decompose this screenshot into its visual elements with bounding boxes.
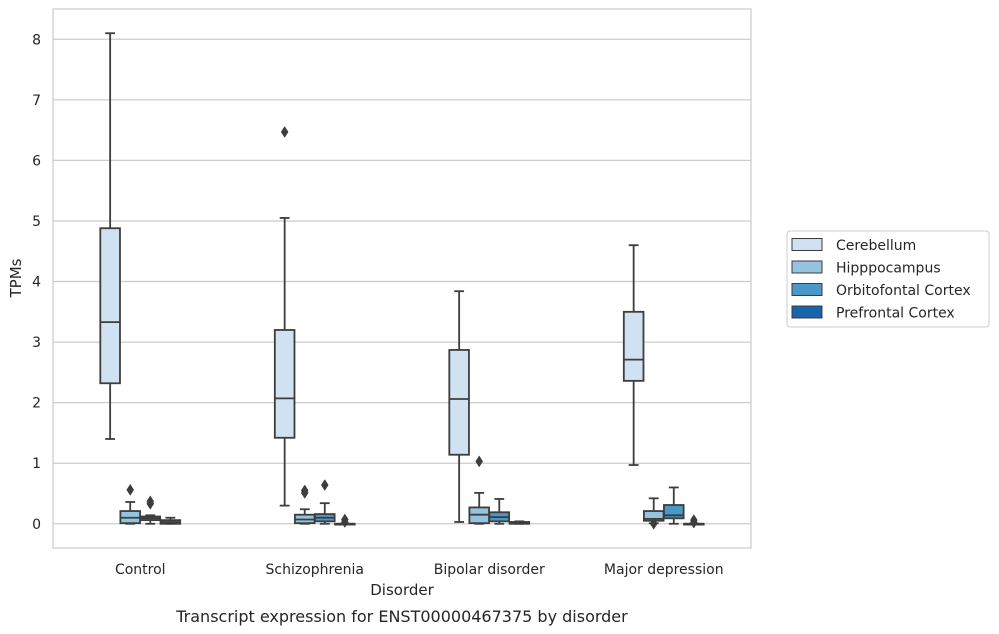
legend-label: Hipppocampus — [836, 261, 941, 277]
box-series — [99, 32, 705, 530]
outlier-point — [126, 483, 135, 496]
x-tick-label: Schizophrenia — [266, 562, 364, 578]
y-tick-label: 3 — [32, 335, 41, 351]
outlier-point — [300, 484, 309, 497]
outlier-point — [690, 514, 698, 527]
outlier-point — [320, 479, 329, 491]
x-tick-label: Bipolar disorder — [434, 562, 545, 578]
box-hipppocampus-2 — [468, 455, 490, 525]
y-tick-label: 8 — [32, 32, 41, 48]
y-tick-label: 7 — [32, 93, 41, 109]
x-axis-label: Disorder — [370, 581, 434, 599]
y-tick-label: 5 — [32, 214, 41, 230]
box-iqr — [622, 310, 645, 382]
box-cerebellum-3 — [622, 244, 645, 466]
legend-swatch — [791, 283, 823, 296]
x-tick-label: Major depression — [604, 562, 724, 578]
legend: Cerebellum Hipppocampus Orbitofontal Corte… — [786, 230, 990, 328]
outlier-point — [146, 495, 155, 508]
legend-swatch — [791, 305, 823, 319]
outlier-point — [280, 125, 289, 138]
box-cerebellum-2 — [448, 290, 470, 523]
legend-label: Orbitofontal Cortex — [836, 283, 971, 299]
y-tick-label: 2 — [32, 396, 41, 412]
box-prefrontal-cortex-3 — [683, 514, 705, 529]
box-cerebellum-1 — [273, 125, 296, 507]
box-iqr — [663, 504, 685, 520]
legend-label: Prefrontal Cortex — [836, 306, 955, 322]
y-tick-label: 1 — [32, 456, 41, 472]
box-orbitofontal-cortex-0 — [139, 495, 162, 525]
y-axis-ticks: 0 1 2 3 4 5 6 7 8 — [32, 32, 41, 532]
legend-swatch — [791, 238, 823, 251]
outlier-point — [649, 517, 658, 530]
legend-swatch — [791, 260, 823, 274]
y-tick-label: 0 — [32, 517, 41, 533]
box-iqr — [273, 329, 296, 439]
y-axis-label: TPMs — [7, 258, 25, 298]
box-prefrontal-cortex-2 — [508, 520, 531, 525]
box-prefrontal-cortex-1 — [334, 513, 356, 528]
box-iqr — [99, 227, 121, 385]
box-prefrontal-cortex-0 — [159, 516, 182, 525]
box-orbitofontal-cortex-2 — [488, 498, 511, 525]
y-tick-label: 4 — [32, 275, 41, 291]
outlier-point — [341, 513, 349, 526]
box-orbitofontal-cortex-1 — [314, 479, 336, 525]
box-hipppocampus-1 — [293, 484, 316, 525]
y-tick-label: 6 — [32, 153, 41, 169]
legend-label: Cerebellum — [836, 238, 916, 254]
x-axis-ticks: Control Schizophrenia Bipolar disorder Majo… — [115, 562, 724, 578]
box-iqr — [448, 349, 470, 456]
plot-area-frame — [52, 8, 752, 549]
outlier-point — [475, 455, 484, 468]
box-orbitofontal-cortex-3 — [663, 486, 685, 525]
legend-frame — [786, 230, 990, 328]
chart-caption: Transcript expression for ENST0000046737… — [175, 607, 628, 626]
box-cerebellum-0 — [99, 32, 121, 440]
x-tick-label: Control — [115, 562, 166, 578]
